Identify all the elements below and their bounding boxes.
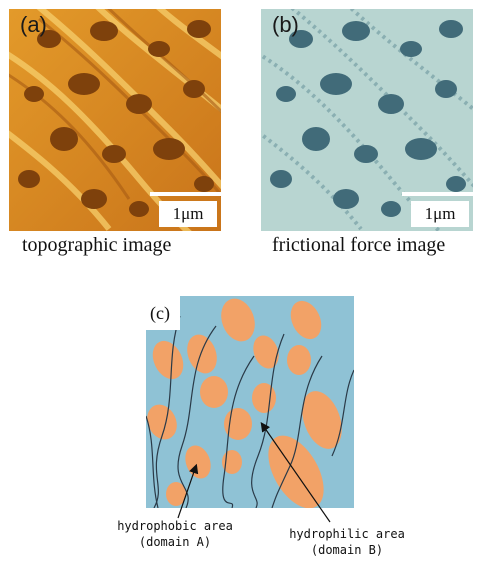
domain-a-label: (domain A)	[138, 535, 212, 549]
topographic-image	[9, 9, 221, 231]
domain-b-label: (domain B)	[310, 543, 384, 557]
panel-a-label: (a)	[20, 12, 47, 37]
panel-b-label: (b)	[272, 12, 299, 37]
scale-label: 1μm	[411, 201, 469, 227]
topographic-image-panel: 1μm	[9, 9, 221, 231]
hydrophilic-label: hydrophilic area	[289, 527, 405, 541]
scale-bar	[150, 192, 221, 196]
caption-frictional: frictional force image	[272, 234, 446, 256]
caption-topographic: topographic image	[22, 234, 172, 256]
scale-label: 1μm	[159, 201, 217, 227]
hydrophilic-annotation: hydrophilic area (domain B)	[262, 526, 432, 558]
scale-bar	[402, 192, 473, 196]
panel-c-label: (c)	[146, 296, 180, 330]
hydrophobic-annotation: hydrophobic area (domain A)	[100, 518, 250, 550]
frictional-force-image-panel: 1μm	[261, 9, 473, 231]
hydrophobic-label: hydrophobic area	[117, 519, 233, 533]
frictional-force-image	[261, 9, 473, 231]
domain-ellipses	[147, 298, 342, 508]
